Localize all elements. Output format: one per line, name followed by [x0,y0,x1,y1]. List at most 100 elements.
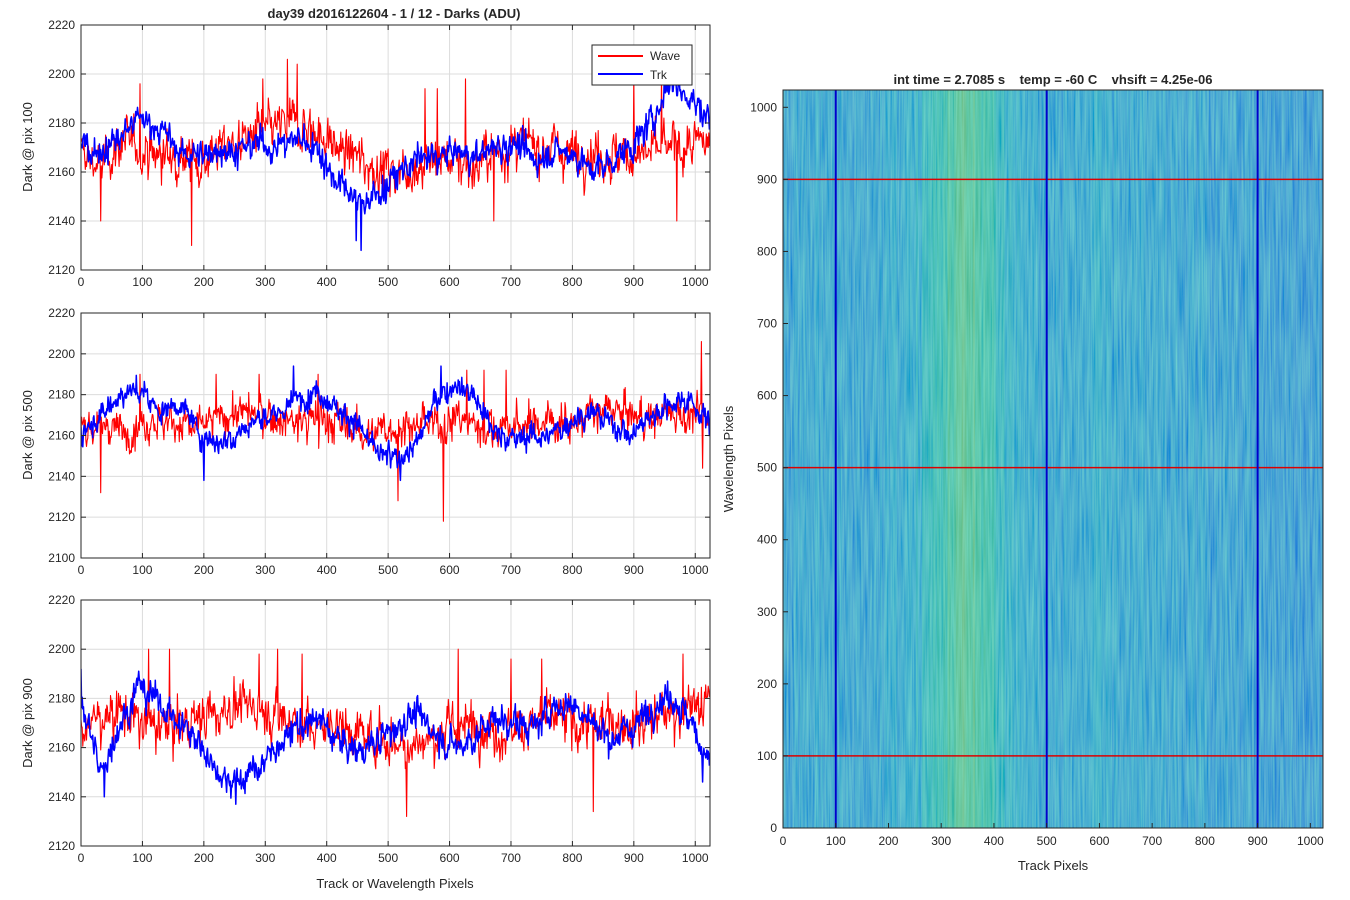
heatmap-column [1063,90,1067,828]
axes-frame [80,24,711,271]
heatmap-column [1221,90,1225,828]
heatmap-column [1251,90,1254,828]
legend-box [591,44,693,86]
heatmap-column [1118,90,1122,828]
x-tick-label: 600 [440,851,460,865]
heatmap-column [814,90,818,828]
heatmap-column [1175,90,1179,828]
heatmap-column [1198,90,1202,828]
heatmap-title: int time = 2.7085 s temp = -60 C vhsift … [893,72,1212,87]
heatmap-column [886,90,890,828]
y-axis-label: Wavelength Pixels [721,405,736,512]
heatmap-column [1304,90,1307,828]
y-tick-label: 2180 [48,691,75,705]
heatmap-column [1057,90,1060,828]
x-tick-label: 1000 [682,275,709,289]
heatmap-column [871,90,875,828]
heatmap-column [804,90,807,828]
heatmap-column [1046,90,1050,828]
heatmap-column [801,90,805,828]
heatmap-column [1116,90,1119,828]
heatmap-column [1242,90,1246,828]
heatmap-column [913,90,917,828]
heatmap-column [949,90,953,828]
heatmap-column [1088,90,1092,828]
heatmap-column [1287,90,1290,828]
x-tick-label: 400 [984,834,1004,848]
heatmap-column [1249,90,1252,828]
heatmap-column [842,90,845,828]
heatmap-column [1164,90,1168,828]
heatmap-column [1015,90,1018,828]
heatmap-column [1145,90,1149,828]
ticks: 0 100 200 300 400 500 600 700 800 900 1000 2120 2140… [48,593,710,865]
heatmap-column [951,90,955,828]
heatmap-column [1150,90,1153,828]
heatmap-column [1166,90,1170,828]
heatmap-column [970,90,974,828]
heatmap-column [799,90,803,828]
y-tick-label: 2220 [48,306,75,320]
heatmap-column [831,90,835,828]
plot-area [81,648,710,818]
heatmap-column [1276,90,1280,828]
heatmap-column [1059,90,1063,828]
heatmap-column [939,90,942,828]
heatmap-column [1244,90,1248,828]
x-tick-label: 1000 [682,563,709,577]
heatmap-column [922,90,925,828]
heatmap-column [1274,90,1278,828]
heatmap-column [1004,90,1008,828]
x-tick-label: 200 [194,275,214,289]
heatmap-column [1105,90,1109,828]
x-tick-label: 800 [562,851,582,865]
ticks: 0 100 200 300 400 500 600 700 800 900 1000 2100 2120… [48,306,710,577]
heatmap-column [1040,90,1044,828]
x-tick-label: 100 [826,834,846,848]
heatmap-column [991,90,995,828]
heatmap-column [797,90,801,828]
heatmap-column [996,90,999,828]
heatmap-column [1268,90,1271,828]
heatmap-column [829,90,833,828]
y-tick-label: 700 [757,317,777,331]
heatmap-column [928,90,932,828]
heatmap-column [1234,90,1238,828]
x-tick-label: 100 [132,851,152,865]
y-tick-label: 2180 [48,116,75,130]
heatmap-column [882,90,885,828]
heatmap-column [827,90,831,828]
panel-dark-pix-100: 0 100 200 300 400 500 600 700 800 900 1000 2120 2140… [20,18,711,289]
heatmap-column [1082,90,1086,828]
heatmap-column [1320,90,1323,828]
heatmap-column [1071,90,1075,828]
series-line-trk [81,365,710,482]
heatmap-column [966,90,970,828]
heatmap-column [979,90,982,828]
heatmap-column [1137,90,1141,828]
heatmap-column [911,90,915,828]
heatmap-column [941,90,944,828]
heatmap-column [1162,90,1166,828]
heatmap-column [1204,90,1208,828]
heatmap-column [1213,90,1217,828]
x-tick-label: 400 [317,851,337,865]
heatmap-column [1131,90,1134,828]
heatmap-column [1257,90,1261,828]
heatmap-column [955,90,959,828]
x-tick-label: 900 [624,275,644,289]
x-tick-label: 400 [317,275,337,289]
heatmap-column [1097,90,1101,828]
x-tick-label: 400 [317,563,337,577]
heatmap-column [909,90,913,828]
heatmap-column [1238,90,1242,828]
y-tick-label: 500 [757,461,777,475]
panel-dark-pix-500: 0 100 200 300 400 500 600 700 800 900 1000 2100 2120… [20,306,711,577]
heatmap-column [1158,90,1162,828]
x-tick-label: 600 [440,275,460,289]
heatmap-column [1038,90,1041,828]
heatmap-column [1289,90,1292,828]
x-tick-label: 1000 [1297,834,1324,848]
heatmap-column [1232,90,1236,828]
heatmap-column [873,90,877,828]
